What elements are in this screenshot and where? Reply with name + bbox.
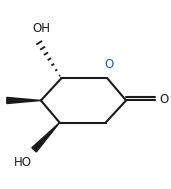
Text: O: O [159, 93, 169, 106]
Polygon shape [32, 123, 60, 152]
Text: O: O [104, 58, 114, 71]
Polygon shape [7, 97, 41, 104]
Text: HO: HO [14, 156, 32, 169]
Text: OH: OH [32, 22, 50, 35]
